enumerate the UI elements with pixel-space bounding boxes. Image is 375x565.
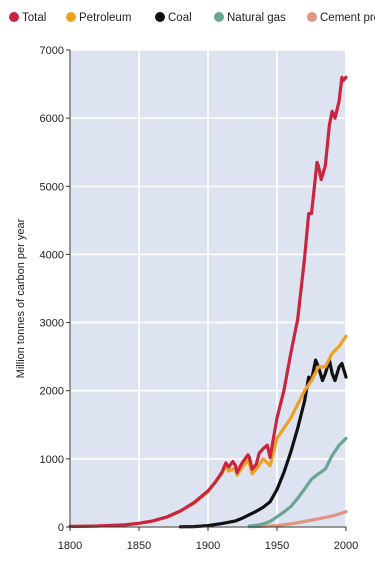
y-tick-label: 0 <box>58 522 64 534</box>
y-axis-title: Million tonnes of carbon per year <box>15 218 27 378</box>
y-tick-label: 4000 <box>40 249 64 261</box>
legend-item: Total <box>9 12 46 24</box>
legend-swatch <box>9 12 19 22</box>
legend-label: Petroleum <box>79 12 131 24</box>
y-tick-label: 2000 <box>40 386 64 398</box>
y-tick-label: 3000 <box>40 318 64 330</box>
axes: 0 1000 2000 3000 4000 5000 6000 7000 1800 1850 190… <box>40 45 359 552</box>
series-line-coal <box>178 358 348 529</box>
grid <box>69 49 347 528</box>
legend-swatch <box>155 12 165 22</box>
series-line-total <box>68 75 348 529</box>
series-lines <box>68 75 348 529</box>
series-line-natural-gas <box>247 436 348 528</box>
legend-swatch <box>307 12 317 22</box>
legend-label: Coal <box>168 12 192 24</box>
y-tick-label: 6000 <box>40 113 64 125</box>
x-tick-label: 2000 <box>334 540 358 552</box>
x-tick-label: 1950 <box>265 540 289 552</box>
x-tick-label: 1850 <box>127 540 151 552</box>
legend-item: Natural gas <box>214 12 286 24</box>
legend-item: Coal <box>155 12 192 24</box>
legend-swatch <box>66 12 76 22</box>
x-tick-label: 1900 <box>196 540 220 552</box>
legend-label: Cement production <box>320 12 375 24</box>
legend-item: Cement production <box>307 12 375 24</box>
y-tick-label: 7000 <box>40 45 64 57</box>
legend: Total Petroleum Coal Natural gas Cement prod… <box>9 12 375 24</box>
x-tick-label: 1800 <box>58 540 82 552</box>
legend-label: Natural gas <box>227 12 286 24</box>
legend-item: Petroleum <box>66 12 131 24</box>
legend-label: Total <box>22 12 46 24</box>
y-tick-label: 1000 <box>40 454 64 466</box>
legend-swatch <box>214 12 224 22</box>
series-line-cement-production <box>247 510 348 529</box>
y-tick-label: 5000 <box>40 181 64 193</box>
